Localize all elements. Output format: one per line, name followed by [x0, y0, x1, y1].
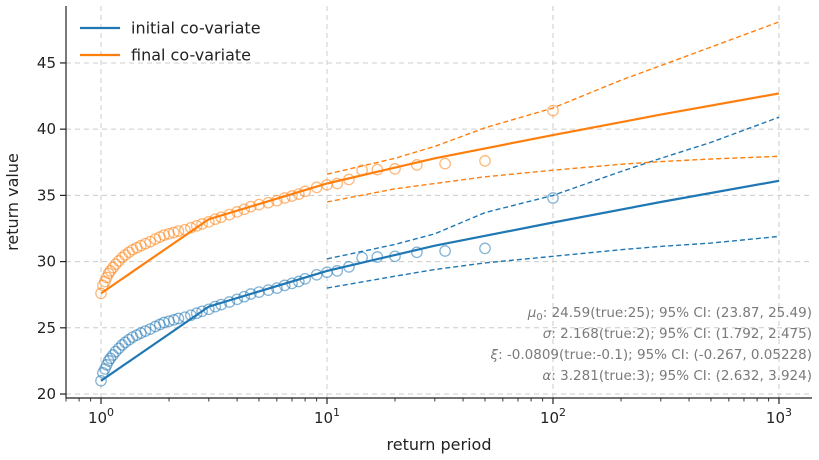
x-tick-label: 102 — [540, 406, 566, 427]
empirical-point — [190, 307, 203, 320]
empirical-point — [331, 265, 344, 277]
empirical-point — [244, 200, 257, 213]
empirical-point — [479, 155, 491, 167]
empirical-point — [139, 237, 152, 250]
empirical-point — [190, 219, 203, 232]
upper-ci-line — [326, 116, 780, 260]
empirical-point — [196, 218, 208, 230]
empirical-point — [109, 258, 122, 271]
empirical-point — [109, 345, 122, 358]
x-tick-label: 103 — [766, 406, 792, 427]
empirical-point — [167, 314, 180, 326]
y-axis-label: return value — [3, 153, 22, 251]
annotation-value: : 2.168(true:2); 95% CI: (1.792, 2.475) — [551, 326, 812, 342]
empirical-point — [102, 355, 115, 367]
empirical-point — [331, 177, 344, 190]
y-tick-label: 30 — [37, 253, 56, 271]
ticks: 100 101 102 103 20 25 30 35 40 45 — [37, 54, 792, 427]
annotation-value: : 24.59(true:25); 95% CI: (23.87, 25.49) — [543, 305, 812, 321]
x-axis-label: return period — [387, 435, 492, 454]
annotation-line: α: 3.281(true:3); 95% CI: (2.632, 3.924) — [542, 368, 812, 384]
y-tick-label: 25 — [37, 319, 56, 337]
empirical-point — [244, 288, 257, 300]
empirical-point — [439, 157, 451, 170]
empirical-point — [411, 246, 423, 259]
annotation-value: : 3.281(true:3); 95% CI: (2.632, 3.924) — [551, 368, 812, 384]
empirical-point — [167, 226, 180, 239]
grid — [66, 6, 812, 398]
empirical-point — [102, 267, 115, 280]
annotation-symbol: μ — [527, 305, 537, 321]
lower-ci-line — [326, 235, 780, 289]
empirical-point — [95, 287, 107, 300]
x-tick-label: 100 — [88, 406, 114, 427]
annotation-line: μ0: 24.59(true:25); 95% CI: (23.87, 25.4… — [527, 305, 812, 323]
annotation-line: σ: 2.168(true:2); 95% CI: (1.792, 2.475) — [543, 326, 812, 342]
fit-line — [100, 179, 780, 382]
axes — [65, 6, 812, 399]
empirical-point — [107, 349, 119, 361]
annotation-subscript: 0 — [536, 312, 542, 323]
empirical-point — [113, 342, 125, 355]
empirical-point — [172, 225, 185, 237]
lower-ci-line — [326, 155, 780, 203]
y-tick-label: 20 — [37, 385, 56, 403]
empirical-point — [547, 192, 559, 204]
series-layer — [95, 21, 780, 387]
empirical-point — [139, 325, 152, 337]
empirical-point — [479, 242, 491, 255]
x-tick-label: 101 — [314, 406, 340, 427]
annotation-value: : -0.0809(true:-0.1); 95% CI: (-0.267, 0… — [498, 347, 812, 363]
empirical-point — [411, 159, 423, 171]
annotation-symbol: σ — [543, 326, 552, 342]
empirical-point — [95, 374, 107, 387]
y-tick-label: 35 — [37, 186, 56, 204]
empirical-point — [439, 245, 451, 257]
legend-label: initial co-variate — [131, 19, 261, 38]
series-initial — [95, 116, 780, 387]
parameter-annotations: μ0: 24.59(true:25); 95% CI: (23.87, 25.4… — [490, 305, 812, 384]
annotation-line: ξ: -0.0809(true:-0.1); 95% CI: (-0.267, … — [490, 347, 812, 363]
y-tick-label: 45 — [37, 54, 56, 72]
legend: initial co-variate final co-variate — [80, 19, 261, 65]
annotation-symbol: ξ — [490, 347, 499, 363]
legend-label: final co-variate — [131, 46, 251, 65]
fit-line — [100, 92, 780, 295]
empirical-point — [196, 305, 208, 318]
y-tick-label: 40 — [37, 120, 56, 138]
empirical-point — [172, 312, 185, 325]
annotation-symbol: α — [542, 368, 551, 384]
series-final — [95, 21, 780, 300]
empirical-point — [113, 255, 125, 267]
upper-ci-line — [326, 21, 780, 175]
empirical-point — [107, 261, 119, 274]
empirical-point — [547, 104, 559, 117]
